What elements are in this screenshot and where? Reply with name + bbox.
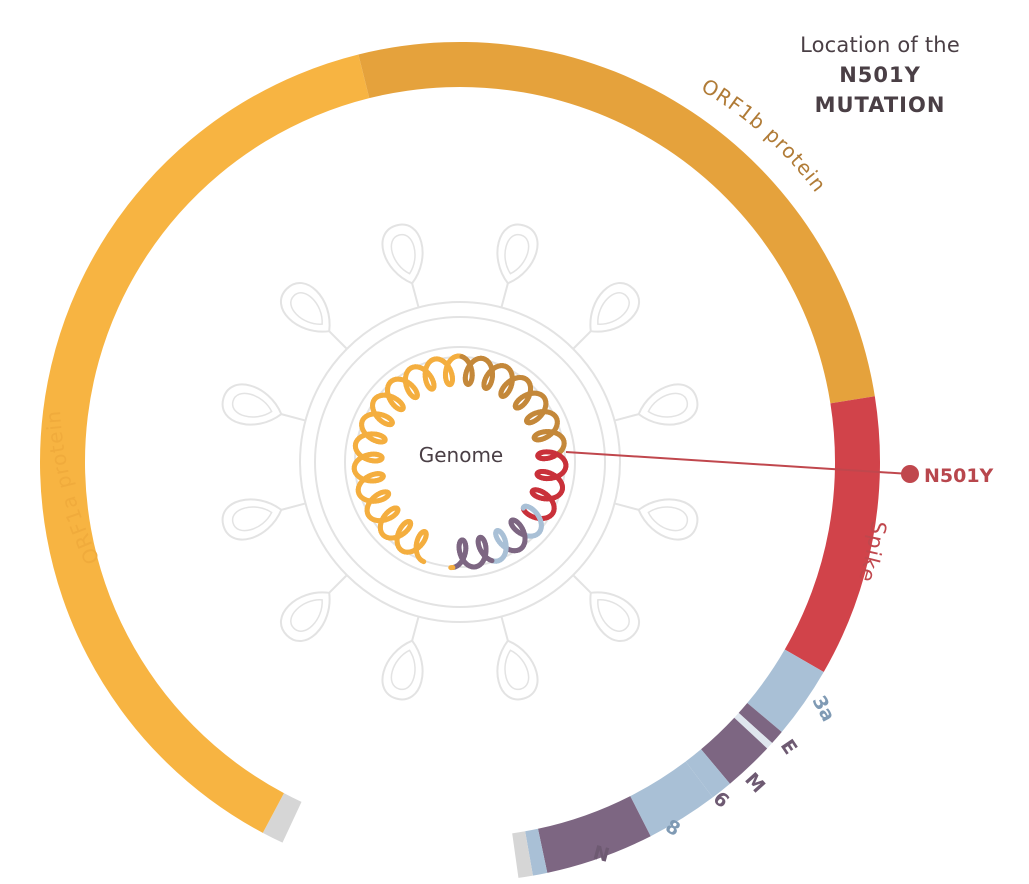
genome-coil [351,353,569,571]
title-line-1: Location of the [800,33,960,57]
virus-spike [381,616,424,701]
genome-center-label: Genome [419,443,504,467]
ring-segment-8 [630,761,713,837]
ring-segment-3a [747,649,824,732]
title-line-2: N501Y [839,63,921,87]
mutation-label: N501Y [924,465,994,487]
ring-segment-n [537,796,651,873]
m-label: M [740,769,769,798]
virus-spikes [221,223,699,701]
ring-segment-gap [734,712,773,749]
virus-spike [381,223,424,308]
mutation-line [565,451,911,475]
genome-ring [39,42,880,878]
3a-label: 3a [808,692,840,725]
virus-spike [221,383,306,426]
virus-spike [496,223,539,308]
ring-segment-6 [685,749,730,798]
virus-spike [279,574,348,643]
e-label: E [776,735,801,758]
virus-spike [614,383,699,426]
ring-segment-orf1b [358,42,875,404]
ring-segment-n-end [525,828,548,876]
virus-spike [572,281,641,350]
title-line-3: MUTATION [814,93,946,117]
virus-spike [221,498,306,541]
ring-cap-right [512,831,533,878]
ring-cap-left [262,793,302,843]
virus-spike [572,574,641,643]
virus-spike [279,281,348,350]
mutation-dot [901,465,919,483]
n-label: N [591,842,612,867]
ring-segment-orf1a [39,54,370,833]
virus-spike [614,498,699,541]
virus-spike [496,616,539,701]
title-block: Location of the N501Y MUTATION [760,30,1000,120]
ring-segment-e [738,703,782,744]
ring-segment-m [701,717,768,784]
ring-segment-spike [784,396,880,672]
